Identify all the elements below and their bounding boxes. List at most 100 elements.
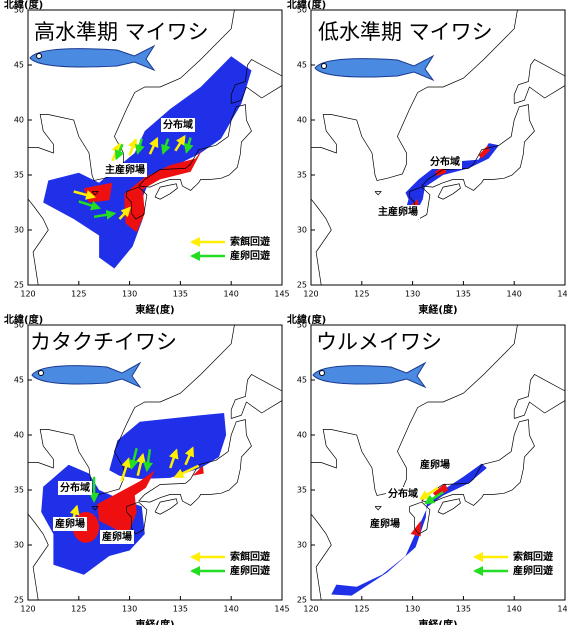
annotation: 産卵場 <box>55 517 85 530</box>
fish-icon <box>31 361 142 389</box>
migration-arrow <box>73 190 96 200</box>
panel-title: カタクチイワシ <box>30 330 177 354</box>
distribution-area <box>331 463 487 596</box>
migration-arrow <box>183 137 194 154</box>
annotation: 産卵場 <box>420 458 450 471</box>
spawning-area <box>192 465 204 476</box>
label-box <box>386 487 420 501</box>
coastline <box>311 198 332 285</box>
migration-arrow <box>148 136 159 155</box>
legend-label: 産卵回遊 <box>230 564 270 577</box>
coastline <box>28 325 235 496</box>
migration-arrow <box>143 449 153 473</box>
legend-label: 索餌回遊 <box>230 550 270 563</box>
migration-arrow <box>424 491 444 505</box>
distribution-area <box>43 56 252 269</box>
fish-eye <box>38 370 44 376</box>
fish-icon <box>29 44 156 72</box>
legend-label: 産卵回遊 <box>513 564 553 577</box>
y-tick-label: 25 <box>14 596 24 605</box>
y-tick-label: 50 <box>297 6 307 15</box>
migration-arrow <box>161 138 171 155</box>
y-tick-label: 35 <box>14 171 24 180</box>
coastline <box>230 59 282 104</box>
x-tick-label: 135 <box>456 605 471 614</box>
x-axis-label: 東経(度) <box>418 303 457 316</box>
migration-arrow <box>173 464 200 478</box>
coastline <box>28 513 49 600</box>
coastline <box>28 198 49 285</box>
migration-arrow <box>168 448 179 469</box>
legend-label: 産卵回遊 <box>230 249 270 262</box>
label-box <box>58 481 92 495</box>
migration-arrow <box>174 134 186 152</box>
migration-arrow <box>419 486 439 500</box>
y-tick-label: 40 <box>14 116 24 125</box>
spawning-area <box>410 520 421 537</box>
annotation: 分布域 <box>388 487 418 500</box>
legend-label: 索餌回遊 <box>513 550 553 563</box>
migration-arrow <box>135 138 145 155</box>
annotation: 分布域 <box>430 155 460 168</box>
x-tick-label: 135 <box>173 605 188 614</box>
migration-arrow <box>78 200 102 211</box>
migration-arrow <box>118 206 131 220</box>
migration-arrow <box>128 137 138 156</box>
migration-arrow <box>93 209 117 220</box>
panel-title: ウルメイワシ <box>316 330 442 354</box>
coastline <box>311 513 332 600</box>
y-tick-label: 40 <box>297 431 307 440</box>
x-tick-label: 125 <box>354 290 369 299</box>
coastline <box>437 183 461 200</box>
coastline <box>513 374 565 419</box>
y-tick-label: 35 <box>14 486 24 495</box>
migration-arrow <box>114 143 125 161</box>
coastline <box>230 374 282 419</box>
y-tick-label: 30 <box>14 226 24 235</box>
x-tick-label: 140 <box>507 605 522 614</box>
coastline <box>138 419 252 506</box>
label-box <box>161 118 195 132</box>
y-tick-label: 40 <box>14 431 24 440</box>
fish-icon <box>312 361 427 389</box>
y-tick-label: 25 <box>14 281 24 290</box>
y-axis-label: 北緯(度) <box>4 0 43 11</box>
migration-arrow <box>128 447 139 470</box>
coastline <box>154 498 178 515</box>
y-axis-label: 北緯(度) <box>4 313 43 326</box>
y-tick-label: 45 <box>297 61 307 70</box>
x-tick-label: 120 <box>20 290 35 299</box>
label-box <box>428 155 462 169</box>
fish-eye <box>319 370 325 376</box>
legend-label: 索餌回遊 <box>230 235 270 248</box>
y-tick-label: 35 <box>297 486 307 495</box>
distribution-area <box>405 143 499 216</box>
spawning-area <box>432 483 449 498</box>
coastline <box>421 419 535 506</box>
x-tick-label: 145 <box>557 290 567 299</box>
x-axis-label: 東経(度) <box>418 618 457 625</box>
y-tick-label: 45 <box>14 61 24 70</box>
map-frame <box>27 9 283 286</box>
coastline <box>421 104 535 191</box>
y-tick-label: 50 <box>297 321 307 330</box>
y-tick-label: 40 <box>297 116 307 125</box>
x-tick-label: 145 <box>274 605 289 614</box>
x-tick-label: 120 <box>303 605 318 614</box>
map-frame <box>310 9 566 286</box>
label-box <box>100 530 134 544</box>
x-tick-label: 120 <box>303 290 318 299</box>
y-tick-label: 45 <box>14 376 24 385</box>
coastline <box>138 104 252 191</box>
coastline <box>437 498 461 515</box>
y-tick-label: 30 <box>297 541 307 550</box>
y-tick-label: 30 <box>14 541 24 550</box>
migration-arrow <box>184 446 195 466</box>
coastline <box>91 506 99 511</box>
label-box <box>103 163 147 177</box>
migration-arrow <box>136 452 146 476</box>
